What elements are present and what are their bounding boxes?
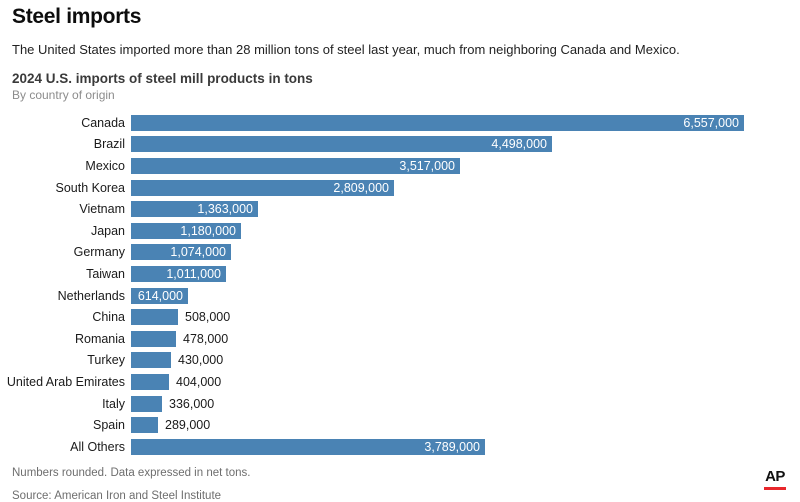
bar <box>131 373 169 390</box>
bar-row: Brazil 4,498,000 <box>0 134 800 156</box>
bar-value-outside: 289,000 <box>165 418 211 433</box>
bar-track: 430,000 <box>131 352 800 369</box>
bar-row: Canada 6,557,000 <box>0 112 800 134</box>
bar-row: Italy 336,000 <box>0 393 800 415</box>
bar: 614,000 <box>131 287 188 304</box>
bar: 6,557,000 <box>131 114 744 131</box>
bar-row: Romania 478,000 <box>0 328 800 350</box>
bar-track: 3,789,000 <box>131 438 800 455</box>
bar-value-inside: 4,498,000 <box>491 137 547 152</box>
bar-value-inside: 6,557,000 <box>683 115 739 130</box>
footnote-rounding: Numbers rounded. Data expressed in net t… <box>12 466 251 479</box>
bar-track: 336,000 <box>131 395 800 412</box>
bar: 1,011,000 <box>131 265 226 282</box>
bar-track: 4,498,000 <box>131 136 800 153</box>
bar-track: 614,000 <box>131 287 800 304</box>
bar-value-inside: 3,789,000 <box>424 439 480 454</box>
bar-row: Turkey 430,000 <box>0 350 800 372</box>
bar: 1,074,000 <box>131 244 231 261</box>
bar-row: Germany 1,074,000 <box>0 242 800 264</box>
bar: 3,517,000 <box>131 157 460 174</box>
bar-track: 404,000 <box>131 373 800 390</box>
bar-value-outside: 336,000 <box>169 396 215 411</box>
bar <box>131 309 178 326</box>
bar-label: Vietnam <box>79 202 125 217</box>
bar-label: Taiwan <box>86 266 125 281</box>
chart-title: 2024 U.S. imports of steel mill products… <box>12 71 313 86</box>
bar-track: 1,363,000 <box>131 201 800 218</box>
ap-logo-underline <box>764 487 786 490</box>
bar-label: All Others <box>70 439 125 454</box>
bar-row: Netherlands 614,000 <box>0 285 800 307</box>
bar <box>131 352 171 369</box>
bar-row: Mexico 3,517,000 <box>0 155 800 177</box>
bar <box>131 330 176 347</box>
bar-value-outside: 508,000 <box>185 310 231 325</box>
bar-track: 478,000 <box>131 330 800 347</box>
bar <box>131 417 158 434</box>
bar-track: 6,557,000 <box>131 114 800 131</box>
bar-value-inside: 1,363,000 <box>197 202 253 217</box>
bar: 4,498,000 <box>131 136 552 153</box>
bar-value-inside: 1,074,000 <box>170 245 226 260</box>
intro-text: The United States imported more than 28 … <box>12 42 680 57</box>
page-title: Steel imports <box>12 5 142 28</box>
bar-track: 1,011,000 <box>131 265 800 282</box>
bar-label: United Arab Emirates <box>6 374 125 389</box>
bar-value-inside: 1,180,000 <box>180 223 236 238</box>
bar-track: 1,180,000 <box>131 222 800 239</box>
bar-label: Romania <box>74 331 125 346</box>
bar-label: Mexico <box>85 158 125 173</box>
bar-track: 3,517,000 <box>131 157 800 174</box>
chart-subtitle: By country of origin <box>12 88 115 102</box>
bar-value-inside: 1,011,000 <box>166 266 221 281</box>
bar-row: Taiwan 1,011,000 <box>0 263 800 285</box>
bar-row: South Korea 2,809,000 <box>0 177 800 199</box>
page: Steel imports The United States imported… <box>0 5 800 502</box>
bar-value-outside: 478,000 <box>183 331 229 346</box>
bar-row: Spain 289,000 <box>0 414 800 436</box>
bar-label: Netherlands <box>57 288 125 303</box>
bar-label: Japan <box>90 223 125 238</box>
bar-label: South Korea <box>55 180 126 195</box>
bar-label: China <box>92 310 125 325</box>
ap-logo-text: AP <box>765 468 785 485</box>
bar-value-inside: 2,809,000 <box>333 180 389 195</box>
bar: 3,789,000 <box>131 438 485 455</box>
bar-label: Italy <box>102 396 125 411</box>
bar-row: Japan 1,180,000 <box>0 220 800 242</box>
bar-row: All Others 3,789,000 <box>0 436 800 458</box>
bar-label: Turkey <box>87 353 125 368</box>
source-credit: Source: American Iron and Steel Institut… <box>12 489 222 502</box>
bar-label: Brazil <box>93 137 125 152</box>
bar-value-outside: 404,000 <box>176 374 222 389</box>
bar-chart: Canada 6,557,000 Brazil 4,498,000 Mexico… <box>0 112 800 458</box>
bar-row: United Arab Emirates 404,000 <box>0 371 800 393</box>
bar-label: Canada <box>81 115 125 130</box>
bar-label: Germany <box>73 245 125 260</box>
footnotes: Numbers rounded. Data expressed in net t… <box>12 467 788 502</box>
bar: 2,809,000 <box>131 179 394 196</box>
bar-track: 2,809,000 <box>131 179 800 196</box>
bar-row: Vietnam 1,363,000 <box>0 198 800 220</box>
bar: 1,363,000 <box>131 201 258 218</box>
bar-value-inside: 3,517,000 <box>399 158 455 173</box>
bar-track: 508,000 <box>131 309 800 326</box>
bar-value-inside: 614,000 <box>137 288 183 303</box>
bar <box>131 395 162 412</box>
bar-track: 289,000 <box>131 417 800 434</box>
ap-logo: AP <box>764 469 786 490</box>
bar-track: 1,074,000 <box>131 244 800 261</box>
bar-value-outside: 430,000 <box>178 353 224 368</box>
bar: 1,180,000 <box>131 222 241 239</box>
bar-label: Spain <box>93 418 125 433</box>
bar-row: China 508,000 <box>0 306 800 328</box>
